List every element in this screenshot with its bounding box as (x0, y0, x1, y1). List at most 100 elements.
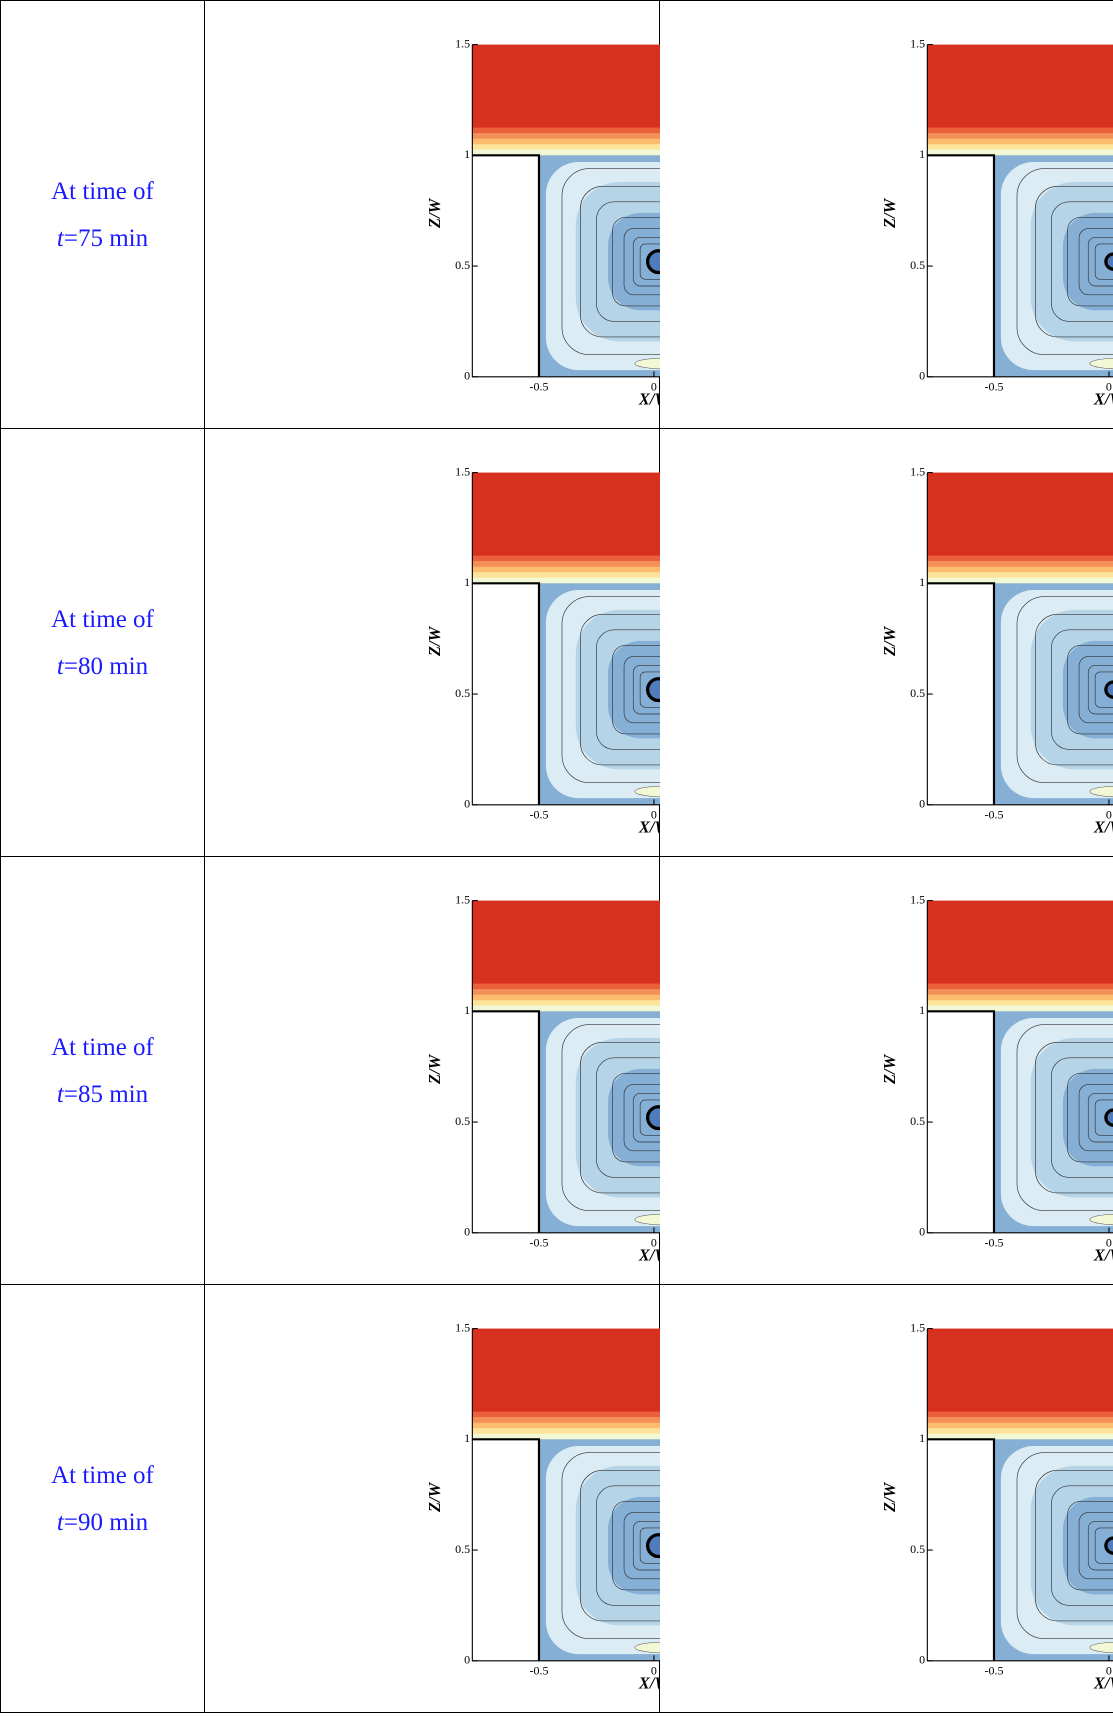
contour (1016, 168, 1113, 355)
contour (1094, 671, 1113, 708)
plot-cell: 00.511.5-0.500.5Z/WX/WWS (m/s)21.81.61.4… (659, 0, 1113, 429)
vortex-core (1104, 1108, 1113, 1127)
wall (472, 154, 541, 377)
contour (1067, 217, 1113, 307)
contour (1035, 614, 1113, 766)
y-tick-label: 1.5 (455, 1320, 470, 1334)
time-variable: t (56, 1080, 64, 1108)
contour-band (927, 1433, 1113, 1440)
contour (561, 168, 660, 355)
contour (1035, 1470, 1113, 1622)
contour (1035, 186, 1113, 338)
y-axis-label: Z/W (425, 625, 444, 656)
contour (1016, 1452, 1113, 1639)
contour (1051, 1485, 1113, 1606)
contour (612, 217, 660, 307)
x-axis-label: X/W (1093, 1674, 1113, 1693)
wall (472, 582, 541, 805)
y-tick-label: 1.5 (455, 36, 470, 50)
y-tick-label: 1 (919, 147, 925, 161)
y-tick-label: 0 (464, 797, 470, 811)
x-tick-label: 0 (1106, 379, 1112, 393)
contour (612, 1501, 660, 1591)
x-axis-label: X/W (1093, 1246, 1113, 1265)
y-tick-label: 1.5 (910, 1320, 925, 1334)
contour-band (927, 1005, 1113, 1012)
contour-plot: 00.511.5-0.500.5Z/WX/WWS (m/s)21.81.61.4… (880, 36, 1113, 409)
y-tick-label: 0 (919, 369, 925, 383)
y-tick-label: 0 (464, 1653, 470, 1667)
contour (632, 236, 660, 287)
contour (1094, 243, 1113, 280)
time-label: At time of (51, 605, 154, 633)
y-tick-label: 0.5 (910, 686, 925, 700)
time-variable: t (56, 224, 64, 252)
contour-band (472, 1005, 660, 1012)
y-axis-label: Z/W (880, 625, 899, 656)
y-axis-label: Z/W (425, 1481, 444, 1512)
x-tick-label: -0.5 (984, 1663, 1003, 1677)
x-axis-label: X/W (638, 1246, 660, 1265)
y-tick-label: 0 (464, 1225, 470, 1239)
y-tick-label: 1 (919, 1003, 925, 1017)
x-tick-label: 0 (651, 379, 657, 393)
contour (561, 596, 660, 783)
contour (1067, 1073, 1113, 1163)
contour (1078, 228, 1113, 296)
y-tick-label: 1 (464, 1003, 470, 1017)
y-axis-label: Z/W (880, 197, 899, 228)
contour (1067, 645, 1113, 735)
x-tick-label: 0 (651, 807, 657, 821)
x-tick-label: -0.5 (984, 807, 1003, 821)
contour (561, 1024, 660, 1211)
contour (580, 1042, 660, 1194)
y-axis-label: Z/W (425, 1053, 444, 1084)
y-axis-label: Z/W (880, 1053, 899, 1084)
y-tick-label: 0.5 (455, 1542, 470, 1556)
contour (634, 785, 660, 798)
contour (596, 1485, 660, 1606)
plot-cell: 00.511.5-0.500.5Z/WX/WWS (m/s)21.81.61.4… (659, 856, 1113, 1285)
time-variable: t (56, 1508, 64, 1536)
contour (639, 243, 660, 280)
vortex-core (645, 249, 660, 275)
contour (1016, 1024, 1113, 1211)
contour (612, 645, 660, 735)
plot-cell: 00.511.5-0.500.5Z/WX/WWS (m/s)21.81.61.4… (204, 856, 660, 1285)
plot-cell: 00.511.5-0.500.5Z/WX/WWS (m/s)21.81.61.4… (204, 1284, 660, 1713)
contour-plot: 00.511.5-0.500.5Z/WX/WWS (m/s)21.81.61.4… (425, 1320, 660, 1693)
vortex-core (1104, 680, 1113, 699)
y-tick-label: 1.5 (910, 36, 925, 50)
contour (1087, 1520, 1113, 1571)
contour-plot: 00.511.5-0.500.5Z/WX/WWS (m/s)21.81.61.4… (880, 892, 1113, 1265)
plot-cell: 00.511.5-0.500.5Z/WX/WWS (m/s)21.81.61.4… (659, 428, 1113, 857)
time-label: At time of (51, 177, 154, 205)
contour (1016, 596, 1113, 783)
table-row: At time of t=75 min 0 0.5 1 1.5 -0.5 0 0.5 Z/W X/W… (0, 0, 1113, 429)
x-axis-label: X/W (638, 390, 660, 409)
contour (1051, 629, 1113, 750)
contour (1094, 1099, 1113, 1136)
y-tick-label: 0 (919, 1225, 925, 1239)
x-tick-label: 0 (651, 1663, 657, 1677)
x-tick-label: 0 (651, 1235, 657, 1249)
axes (926, 44, 1113, 378)
x-tick-label: 0 (1106, 807, 1112, 821)
y-tick-label: 0.5 (910, 258, 925, 272)
x-tick-label: -0.5 (984, 1235, 1003, 1249)
contour (632, 664, 660, 715)
contour (1089, 785, 1113, 798)
y-axis-label: Z/W (425, 197, 444, 228)
contour (596, 629, 660, 750)
time-value: =80 min (63, 652, 149, 680)
x-tick-label: -0.5 (529, 379, 548, 393)
contour (632, 1520, 660, 1571)
table-row: At time of t=85 min 0 0.5 1 1.5 -0.5 0 0.5 Z/W X/W… (0, 856, 1113, 1285)
contour-band (472, 149, 660, 156)
contour (623, 228, 660, 296)
x-axis-label: X/W (1093, 818, 1113, 837)
contour (623, 1512, 660, 1580)
y-tick-label: 0.5 (910, 1542, 925, 1556)
time-value: =75 min (63, 224, 149, 252)
